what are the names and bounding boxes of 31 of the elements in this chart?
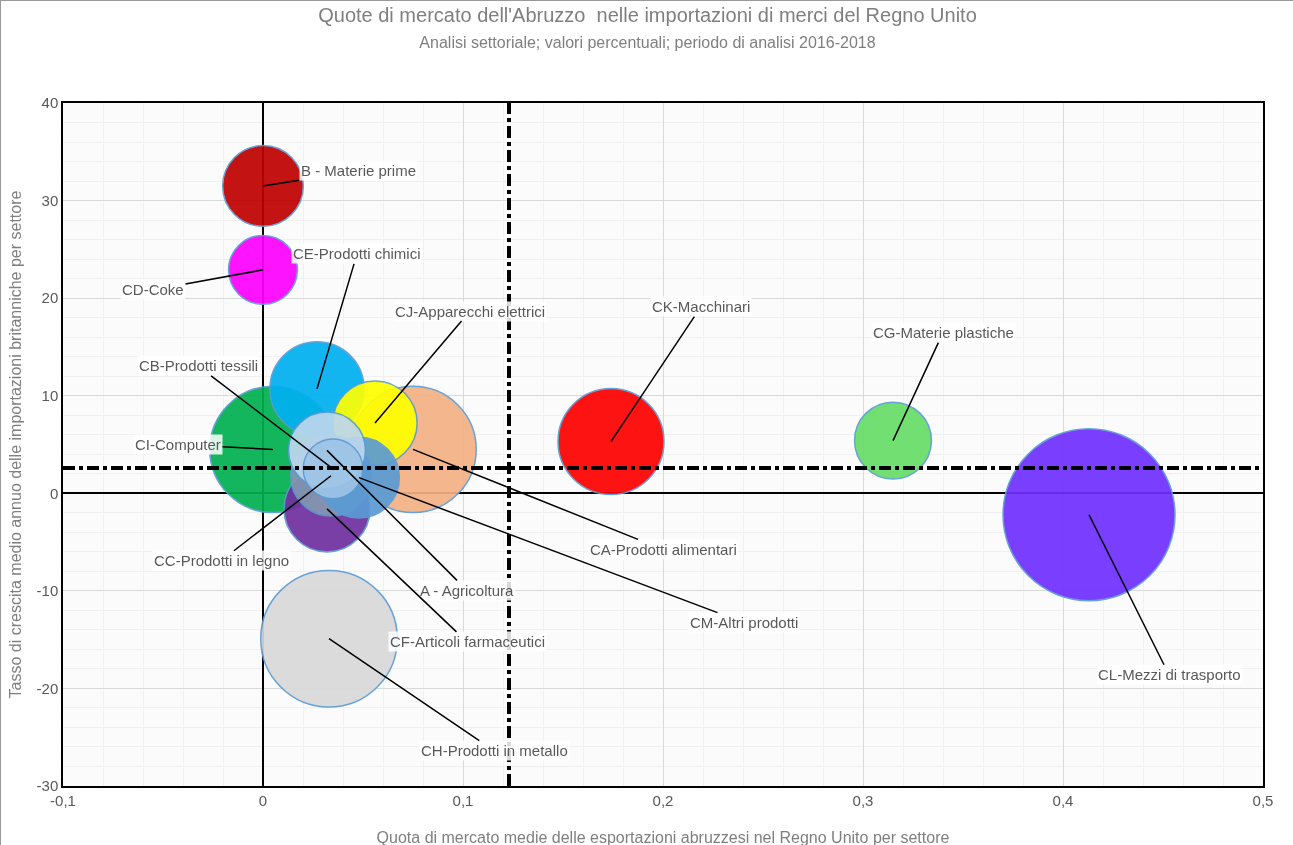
- annotation: CB-Prodotti tessili: [139, 357, 259, 374]
- x-tick-label: 0,4: [1052, 791, 1074, 809]
- x-tick-label: 0,1: [452, 791, 474, 809]
- annotation: CC-Prodotti in legno: [154, 552, 290, 569]
- x-tick-label: 0,2: [652, 791, 674, 809]
- y-tick-label: -10: [36, 582, 59, 600]
- x-tick-label: 0,5: [1252, 791, 1274, 809]
- y-tick-label: 40: [41, 94, 59, 112]
- annotation: CG-Materie plastiche: [873, 324, 1014, 341]
- y-axis-title: Tasso di crescita medio annuo delle importazioni britanniche per settore: [6, 190, 24, 699]
- annotation: A - Agricoltura: [420, 582, 515, 599]
- annotation: CI-Computer: [135, 436, 221, 453]
- y-tick-label: 20: [41, 289, 59, 307]
- annotation: CE-Prodotti chimici: [293, 245, 421, 262]
- annotation: CA-Prodotti alimentari: [590, 541, 737, 558]
- x-tick-label: 0: [258, 791, 268, 809]
- annotation: CL-Mezzi di trasporto: [1098, 666, 1241, 683]
- chart-subtitle: Analisi settoriale; valori percentuali; periodo di analisi 2016-2018: [419, 34, 876, 52]
- annotation: CH-Prodotti in metallo: [421, 742, 568, 759]
- y-tick-label: -20: [36, 679, 59, 697]
- annotation: CM-Altri prodotti: [690, 614, 799, 631]
- annotation: CJ-Apparecchi elettrici: [395, 303, 546, 320]
- annotation: CK-Macchinari: [652, 298, 751, 315]
- y-tick-label: 30: [41, 191, 59, 209]
- y-tick-label: 0: [49, 484, 59, 502]
- annotation: B - Materie prime: [301, 162, 417, 179]
- x-tick-label: 0,3: [852, 791, 874, 809]
- chart-title: Quote di mercato dell'Abruzzo nelle importazioni di merci del Regno Unito: [318, 4, 977, 27]
- annotation: CD-Coke: [122, 281, 184, 298]
- y-tick-label: 10: [41, 386, 59, 404]
- annotation: CF-Articoli farmaceutici: [390, 633, 546, 650]
